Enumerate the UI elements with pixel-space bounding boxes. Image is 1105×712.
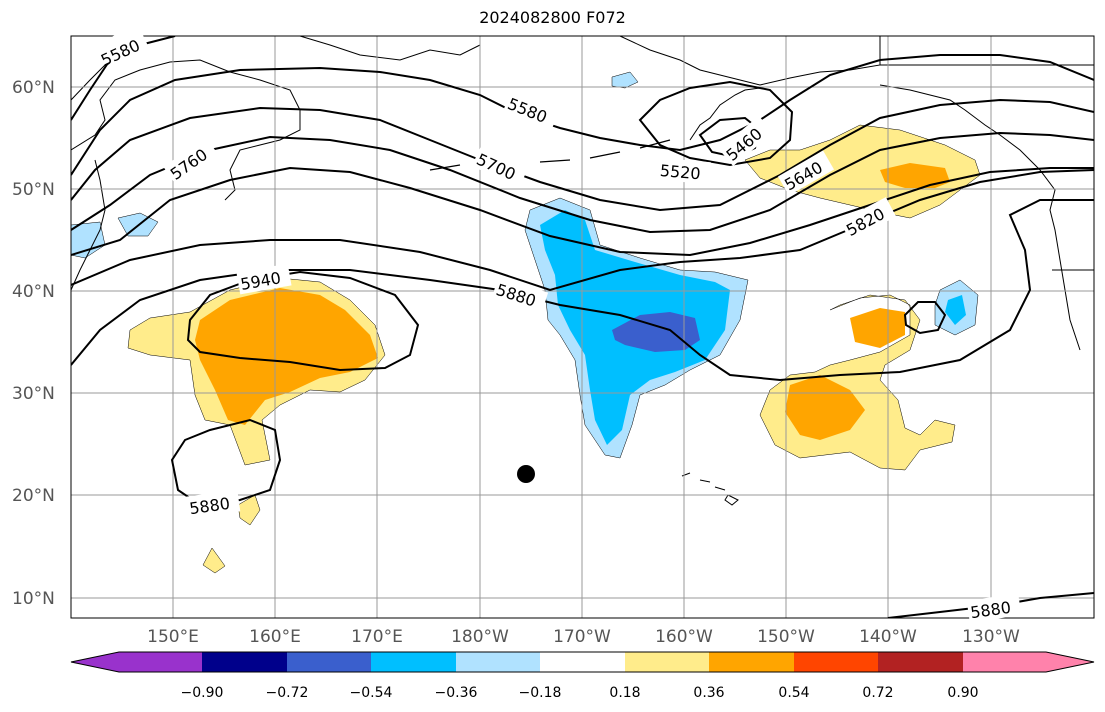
colorbar-label-4: −0.18 (519, 685, 562, 701)
positive-anomaly-northeast-core (880, 163, 950, 188)
colorbar (70, 651, 1095, 673)
negative-anomaly-alaska-small (611, 71, 639, 89)
contour-5580 (71, 54, 1094, 176)
lat-label-30n: 30°N (12, 384, 55, 404)
colorbar-segment (709, 652, 794, 672)
positive-anomaly-east-core-2 (785, 375, 865, 440)
contour-5880-small-loop (903, 301, 947, 335)
colorbar-label-0: −0.90 (181, 685, 224, 701)
negative-anomaly-northwest-1 (71, 221, 106, 259)
negative-anomaly-east-small-core (945, 295, 966, 325)
colorbar-segment (963, 652, 1094, 672)
colorbar-label-6: 0.36 (693, 685, 724, 701)
contour-5880-south (170, 418, 282, 507)
lat-label-60n: 60°N (12, 78, 55, 98)
positive-anomaly-west-core (195, 288, 378, 425)
contour-5640 (71, 166, 1094, 257)
lon-label-130w: 130°W (962, 627, 1020, 647)
contour-labels: 5580 5580 5520 5460 5640 5700 5760 5820 … (92, 24, 1022, 623)
colorbar-segment (456, 652, 540, 672)
colorbar-label-2: −0.54 (350, 685, 393, 701)
lat-label-50n: 50°N (12, 180, 55, 200)
colorbar-segment (202, 652, 287, 672)
lat-label-40n: 40°N (12, 282, 55, 302)
contour-5820 (71, 169, 1094, 292)
contour-5700 (71, 98, 1094, 212)
lon-label-140w: 140°W (859, 627, 917, 647)
colorbar-label-8: 0.72 (862, 685, 893, 701)
colorbar-label-3: −0.36 (435, 685, 478, 701)
lon-label-150e: 150°E (147, 627, 199, 647)
map-panel (71, 36, 1094, 618)
colorbar-segment (540, 652, 625, 672)
positive-anomaly-northeast (744, 124, 981, 219)
lon-label-180w: 180°W (451, 627, 509, 647)
lon-label-170e: 170°E (351, 627, 403, 647)
colorbar-segment (371, 652, 456, 672)
latitude-labels: 60°N 50°N 40°N 30°N 20°N 10°N (12, 78, 55, 609)
contour-5520 (638, 80, 794, 167)
lat-label-20n: 20°N (12, 486, 55, 506)
lon-label-160w: 160°W (655, 627, 713, 647)
lon-label-170w: 170°W (553, 627, 611, 647)
colorbar-label-9: 0.90 (947, 685, 978, 701)
lon-label-160e: 160°E (249, 627, 301, 647)
colorbar-label-1: −0.72 (266, 685, 309, 701)
map-title: 2024082800 F072 (479, 8, 626, 27)
colorbar-outline (70, 651, 1095, 673)
colorbar-segment (878, 652, 963, 672)
colorbar-segment (287, 652, 371, 672)
map-border (70, 35, 1095, 619)
colorbar-label-7: 0.54 (778, 685, 809, 701)
colorbar-label-5: 0.18 (609, 685, 640, 701)
colorbar-segment (794, 652, 878, 672)
lon-label-150w: 150°W (757, 627, 815, 647)
negative-anomaly-central-core (612, 312, 700, 352)
lat-label-10n: 10°N (12, 589, 55, 609)
colorbar-segment (71, 652, 202, 672)
marker-dot (517, 465, 535, 483)
contour-label-5520: 5520 (659, 161, 701, 183)
colorbar-segment (625, 652, 709, 672)
positive-anomaly-small-2 (202, 547, 226, 574)
longitude-labels: 150°E 160°E 170°E 180°W 170°W 160°W 150°… (147, 627, 1020, 647)
positive-anomaly-east-core-1 (850, 308, 905, 348)
colorbar-labels: −0.90 −0.72 −0.54 −0.36 −0.18 0.18 0.36 … (181, 685, 979, 701)
